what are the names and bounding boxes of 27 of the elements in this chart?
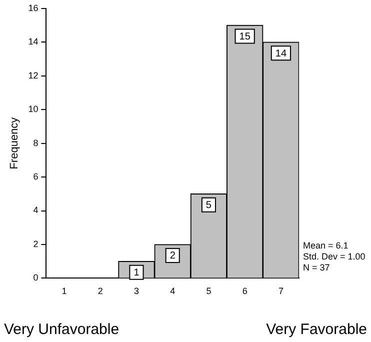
text: Very Unfavorable xyxy=(4,321,120,338)
y-tick-label: 16 xyxy=(28,2,38,13)
y-tick-label: 2 xyxy=(33,238,38,249)
y-tick-label: 14 xyxy=(28,36,38,47)
text: Mean = 6.1 xyxy=(303,240,348,251)
x-tick-label: 3 xyxy=(134,286,139,296)
x-tick-label: 6 xyxy=(242,286,248,296)
y-axis-title: Frequency xyxy=(8,116,21,170)
text: Very Favorable xyxy=(266,321,367,338)
y-tick-label: 8 xyxy=(33,138,38,148)
y-tick-label: 6 xyxy=(33,172,38,182)
x-tick-label: 5 xyxy=(206,286,212,296)
x-tick-label: 1 xyxy=(62,286,67,296)
data-label: 5 xyxy=(206,200,212,212)
y-tick-label: 0 xyxy=(33,272,38,283)
y-tick-label: 4 xyxy=(33,205,38,216)
x-tick-label: 7 xyxy=(278,286,284,296)
text: Std. Dev = 1.00 xyxy=(303,252,366,262)
x-tick-label: 4 xyxy=(170,286,176,296)
text: N = 37 xyxy=(303,262,330,273)
data-label: 14 xyxy=(275,48,287,60)
data-label: 1 xyxy=(134,268,140,279)
y-tick-label: 10 xyxy=(28,104,38,114)
x-tick-label: 2 xyxy=(98,286,103,296)
data-label: 2 xyxy=(170,250,176,262)
y-tick-label: 12 xyxy=(28,70,38,80)
data-label: 15 xyxy=(239,32,251,43)
